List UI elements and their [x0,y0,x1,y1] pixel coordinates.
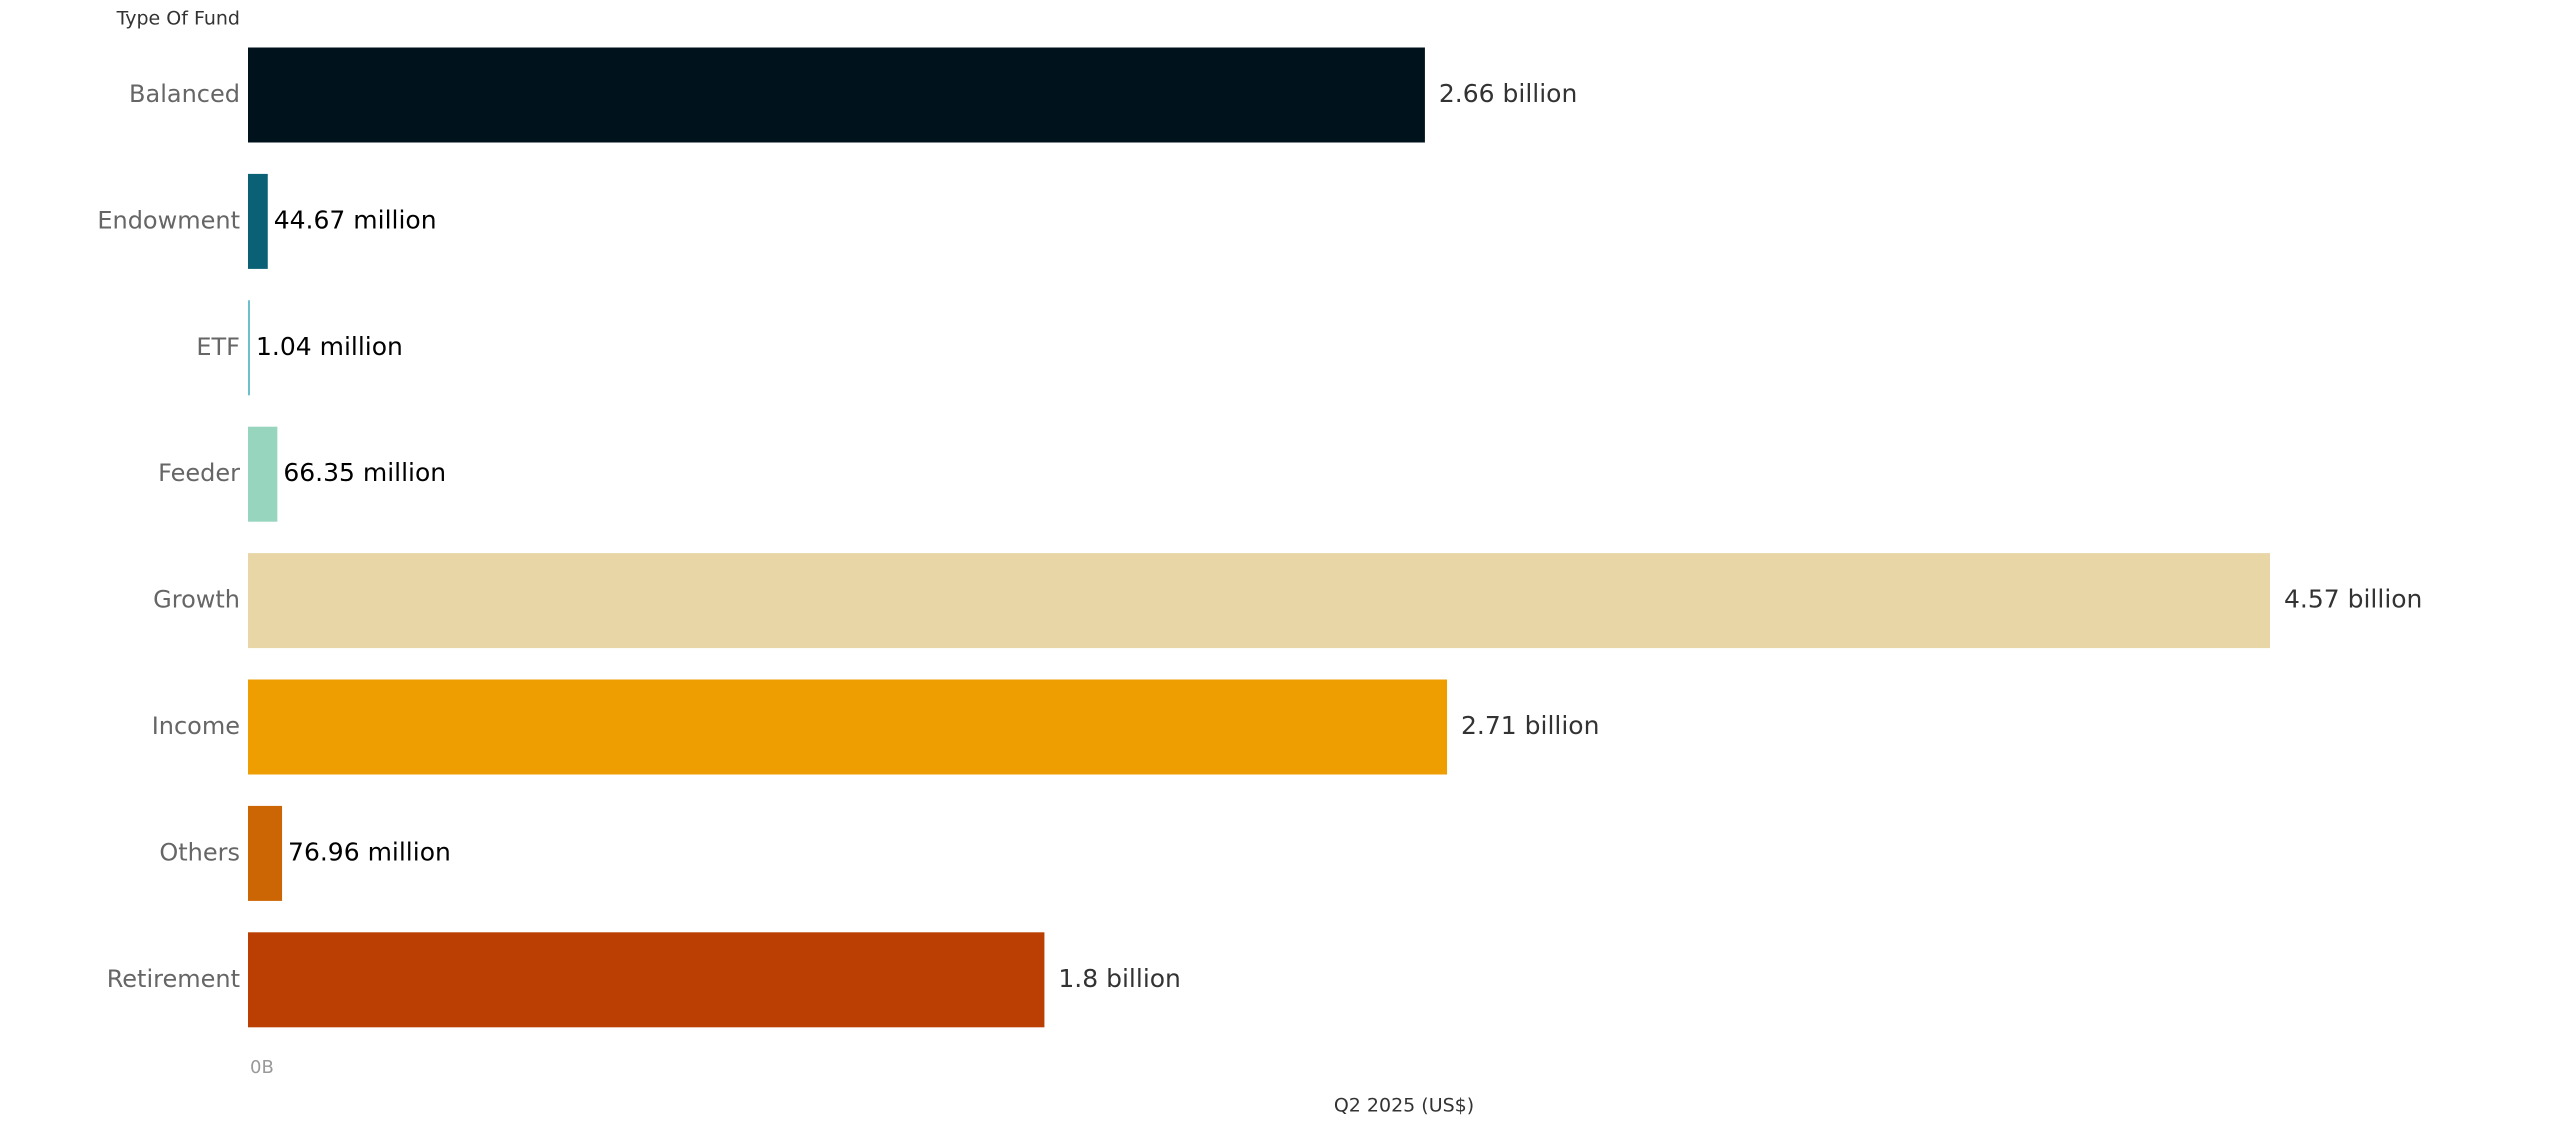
y-tick-label: Balanced [129,80,240,108]
y-tick-label: Growth [153,586,240,614]
y-tick-label: ETF [196,333,240,361]
value-label: 2.71 billion [1461,711,1599,740]
value-label: 2.66 billion [1439,79,1577,108]
x-axis-title: Q2 2025 (US$) [1334,1095,1474,1117]
bar [248,426,278,522]
y-tick-label: Income [152,712,240,740]
bar [248,47,1425,143]
bar [248,932,1045,1028]
value-label: 1.8 billion [1058,964,1181,993]
value-label: 4.57 billion [2284,585,2422,614]
bar [248,679,1448,775]
value-label: 76.96 million [288,837,451,866]
y-tick-label: Endowment [97,206,240,234]
bar [248,805,283,901]
x-tick-label: 0B [250,1057,274,1078]
y-tick-label: Feeder [158,459,240,487]
value-label: 66.35 million [283,458,446,487]
y-axis-title: Type Of Fund [116,8,240,30]
y-tick-label: Others [159,838,240,866]
bar [248,173,268,269]
y-tick-label: Retirement [107,965,240,993]
value-label: 44.67 million [274,205,437,234]
bar [248,553,2270,649]
bar [248,300,250,396]
value-label: 1.04 million [256,332,403,361]
